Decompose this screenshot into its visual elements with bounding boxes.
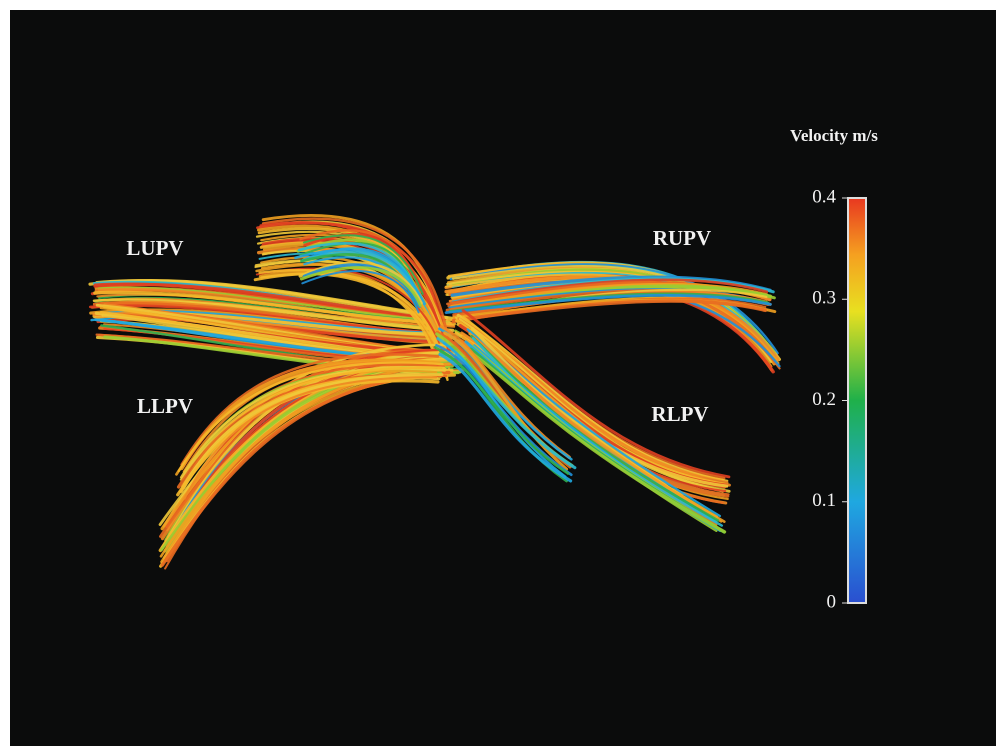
colorbar-tick-label: 0.4: [812, 186, 836, 207]
colorbar-tick-label: 0.3: [812, 288, 836, 309]
colorbar-tick-label: 0.1: [812, 490, 836, 511]
colorbar: [848, 198, 866, 603]
vessel-label: LLPV: [137, 394, 193, 418]
vessel-label: RLPV: [651, 402, 708, 426]
colorbar-tick-label: 0.2: [812, 389, 836, 410]
colorbar-tick-label: 0: [827, 591, 837, 612]
vessel-label: LUPV: [126, 236, 183, 260]
figure: LUPV RUPV LLPV RLPV Velocity m/s 0 0.1 0.2…: [0, 0, 1000, 754]
vessel-label: RUPV: [653, 226, 711, 250]
colorbar-title: Velocity m/s: [790, 126, 878, 145]
